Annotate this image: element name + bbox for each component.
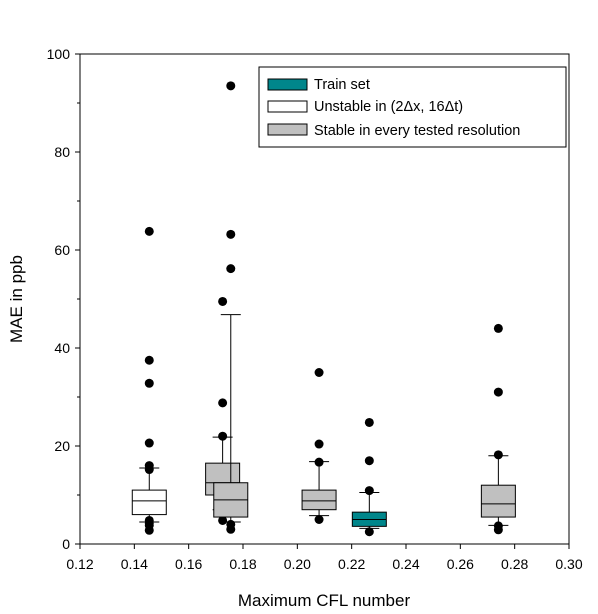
box-group <box>480 323 516 535</box>
y-tick-label: 60 <box>54 242 70 258</box>
box-group <box>351 417 387 537</box>
outlier-point <box>493 525 503 535</box>
outlier-point <box>144 355 154 365</box>
x-tick-label: 0.12 <box>66 556 93 572</box>
legend-swatch-unstable <box>267 100 308 113</box>
x-tick-label: 0.28 <box>501 556 528 572</box>
box-group <box>131 226 167 535</box>
outlier-point <box>493 323 503 333</box>
box-iqr <box>131 489 167 516</box>
outlier-point <box>218 296 228 306</box>
box-iqr <box>301 489 337 511</box>
box-iqr <box>480 484 516 518</box>
outlier-point <box>364 456 374 466</box>
outlier-point <box>218 398 228 408</box>
outlier-point <box>144 226 154 236</box>
outlier-point <box>314 368 324 377</box>
legend: Train set Unstable in (2Δx, 16Δt) Stable… <box>258 66 567 148</box>
outlier-point <box>144 525 154 535</box>
outlier-point <box>364 486 374 496</box>
boxes-layer <box>131 81 516 537</box>
outlier-point <box>493 450 503 460</box>
y-tick-label: 40 <box>54 340 70 356</box>
legend-swatch-stable <box>267 123 308 136</box>
axes-layer: 0.12 0.14 0.16 0.18 0.20 0.22 0.24 0.26 0.28 0.30… <box>47 46 583 572</box>
outlier-point <box>226 264 236 274</box>
x-tick-label: 0.20 <box>284 556 311 572</box>
outlier-point <box>226 524 236 534</box>
box-group <box>301 368 337 524</box>
outlier-point <box>364 417 374 427</box>
outlier-point <box>364 527 374 537</box>
outlier-point <box>314 457 324 467</box>
x-tick-label: 0.18 <box>229 556 256 572</box>
outlier-point <box>218 431 228 441</box>
x-tick-label: 0.14 <box>121 556 148 572</box>
x-tick-label: 0.26 <box>447 556 474 572</box>
outlier-point <box>226 229 236 239</box>
outlier-point <box>314 439 324 449</box>
y-tick-label: 0 <box>62 536 70 552</box>
x-tick-label: 0.22 <box>338 556 365 572</box>
legend-swatch-train <box>267 78 308 91</box>
outlier-point <box>314 515 324 524</box>
legend-label-stable: Stable in every tested resolution <box>314 123 520 139</box>
x-axis-title: Maximum CFL number <box>238 591 411 610</box>
legend-frame <box>258 66 567 148</box>
y-tick-label: 80 <box>54 144 70 160</box>
x-tick-label: 0.24 <box>392 556 419 572</box>
box-group <box>213 81 249 534</box>
y-tick-label: 100 <box>47 46 71 62</box>
outlier-point <box>226 81 236 91</box>
y-axis-title: MAE in ppb <box>7 255 26 343</box>
legend-label-unstable: Unstable in (2Δx, 16Δt) <box>314 99 463 115</box>
outlier-point <box>144 465 154 475</box>
outlier-point <box>144 378 154 388</box>
outlier-point <box>218 515 228 525</box>
x-tick-label: 0.16 <box>175 556 202 572</box>
y-tick-label: 20 <box>54 438 70 454</box>
outlier-point <box>144 438 154 448</box>
legend-label-train: Train set <box>314 77 370 93</box>
x-tick-label: 0.30 <box>555 556 582 572</box>
outlier-point <box>493 387 503 397</box>
